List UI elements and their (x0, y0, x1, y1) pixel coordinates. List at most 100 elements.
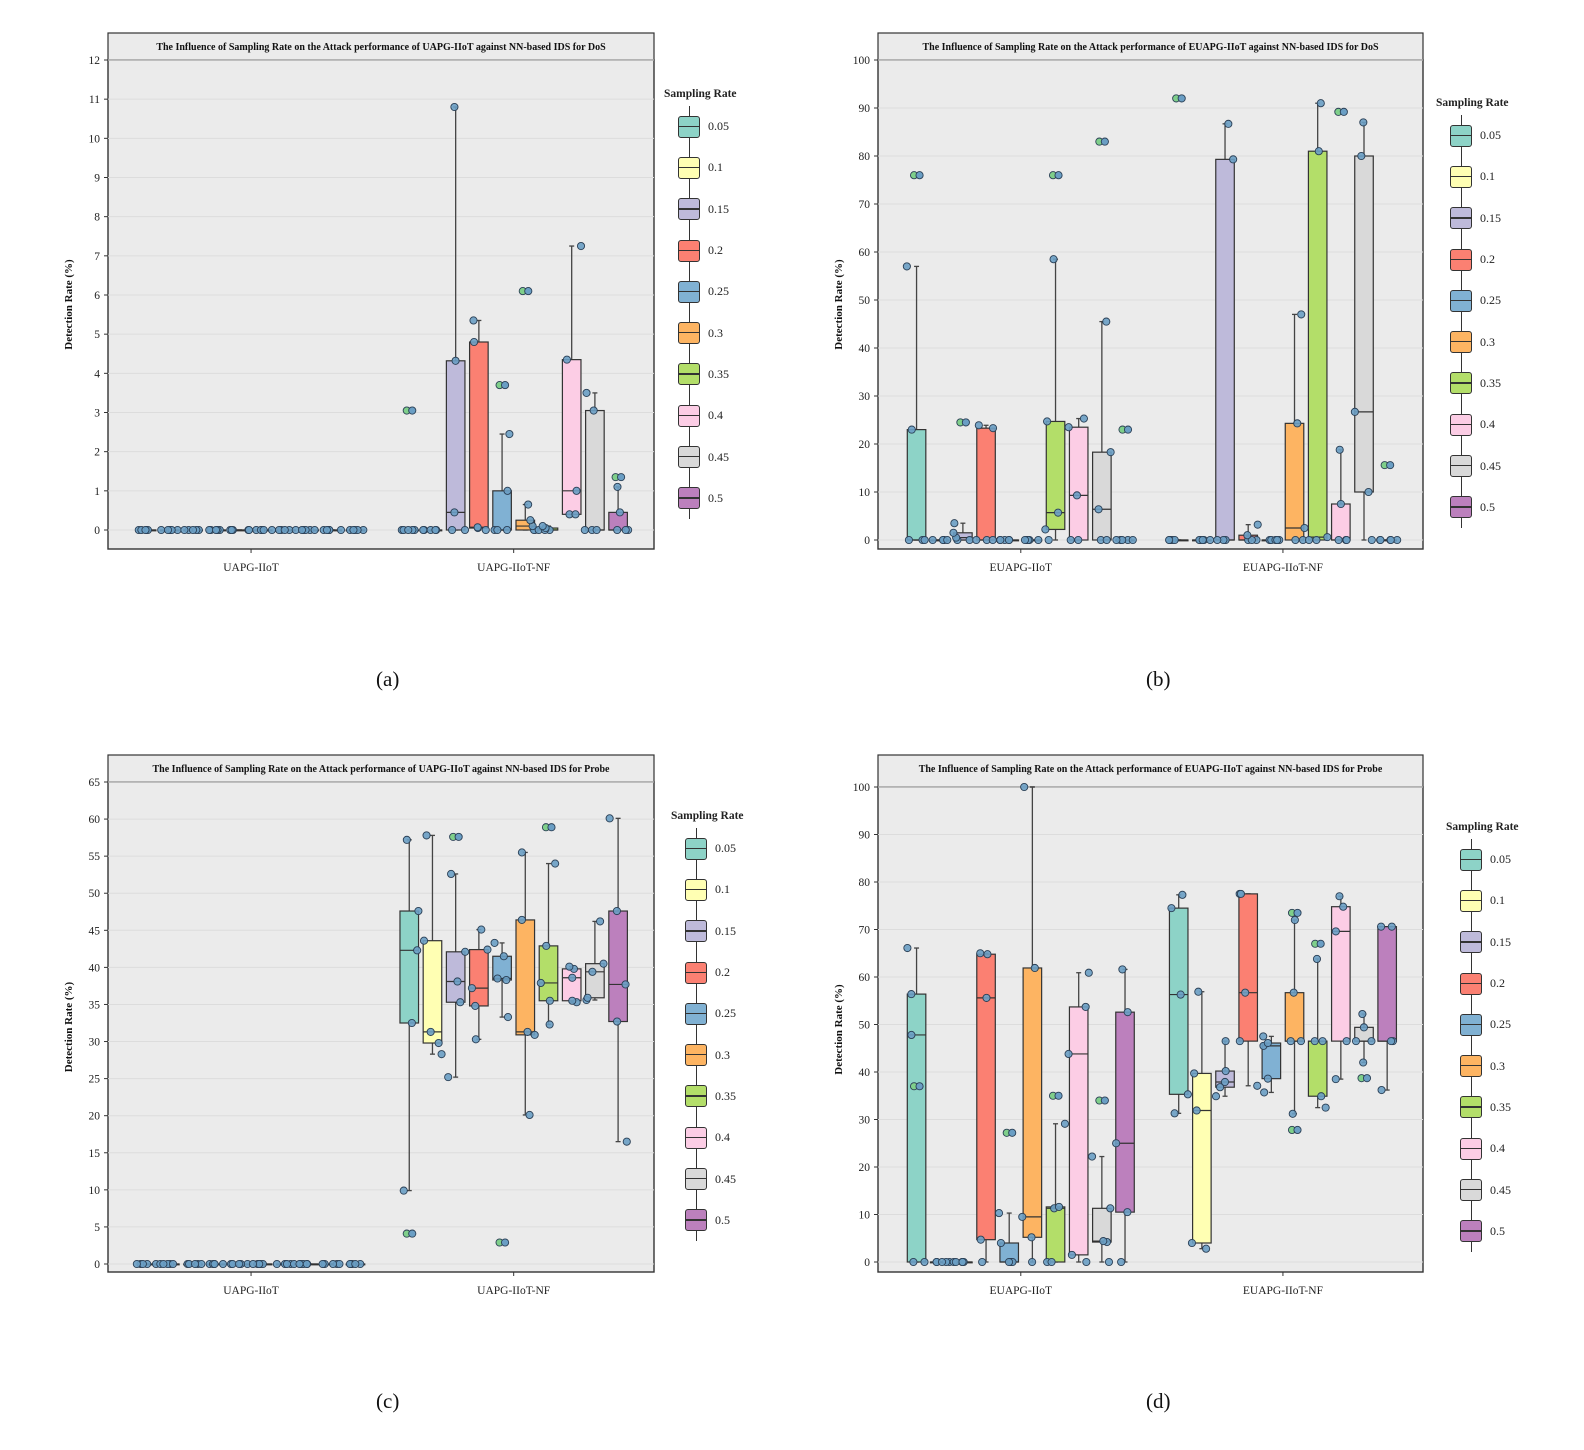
outlier-point (524, 287, 533, 296)
box (1168, 907, 1189, 1095)
data-point (1081, 1002, 1090, 1011)
y-axis-label: Detection Rate (%) (63, 981, 75, 1072)
legend-swatch (685, 1116, 707, 1159)
data-point (456, 998, 465, 1007)
data-point (413, 946, 422, 955)
data-point (613, 482, 622, 491)
legend-swatch (1460, 1169, 1482, 1212)
y-tick-label: 55 (89, 851, 101, 863)
data-point (159, 1259, 168, 1269)
legend-item: 0.4 (1446, 1127, 1519, 1170)
data-point (517, 915, 526, 924)
legend-title: Sampling Rate (664, 88, 737, 100)
data-point (1229, 155, 1238, 164)
data-point (351, 1259, 360, 1269)
data-point (1221, 1037, 1230, 1046)
plot-area (877, 59, 1424, 550)
legend-swatch (1450, 362, 1472, 405)
y-tick-label: 0 (94, 1259, 100, 1271)
data-point (1079, 414, 1088, 423)
data-point (188, 525, 198, 535)
data-point (470, 337, 479, 347)
data-point (576, 241, 586, 251)
data-point (1241, 988, 1250, 997)
legend-swatch (678, 353, 700, 396)
legend: Sampling Rate 0.05 0.1 0.15 0.2 0.25 0.3 0.35 0.… (664, 88, 737, 520)
data-point (1123, 1208, 1132, 1217)
legend-item: 0.1 (1436, 155, 1509, 198)
data-point (568, 996, 577, 1005)
x-tick-label: UAPG-IIoT-NF (477, 562, 550, 574)
data-point (218, 1259, 228, 1269)
caption-d: (d) (1146, 1389, 1171, 1413)
data-point (1044, 535, 1053, 545)
legend-swatch (1460, 1045, 1482, 1088)
data-point (536, 978, 545, 988)
data-point (460, 525, 470, 535)
y-tick-label: 40 (859, 343, 871, 355)
data-point (982, 993, 991, 1002)
box (1284, 992, 1305, 1042)
legend-label: 0.05 (1490, 852, 1511, 867)
legend-swatch (678, 394, 700, 437)
outlier-point (408, 1229, 417, 1238)
legend-item: 0.4 (664, 394, 737, 437)
data-point (1342, 535, 1351, 545)
legend-swatch (685, 827, 707, 870)
legend-item: 0.5 (1436, 486, 1509, 529)
caption-b: (b) (1146, 667, 1171, 691)
data-point (582, 388, 591, 397)
data-point (1236, 889, 1245, 898)
chart-title: The Influence of Sampling Rate on the At… (922, 42, 1378, 53)
caption-a: (a) (376, 667, 400, 691)
data-point (1082, 1257, 1091, 1267)
legend-label: 0.45 (715, 1171, 736, 1186)
chart-title: The Influence of Sampling Rate on the At… (919, 764, 1383, 775)
legend-item: 0.15 (1446, 921, 1519, 964)
data-point (322, 525, 331, 535)
data-point (568, 973, 577, 982)
data-point (572, 486, 581, 495)
data-point (1316, 99, 1325, 108)
legend-item: 0.45 (664, 436, 737, 479)
legend-swatch (1450, 279, 1472, 322)
data-point (1296, 1037, 1306, 1046)
legend-swatch (685, 1034, 707, 1077)
data-point (191, 1259, 200, 1269)
box (422, 940, 443, 1044)
legend-label: 0.15 (708, 201, 729, 216)
legend-item: 0.3 (664, 312, 737, 355)
y-tick-label: 70 (859, 199, 871, 211)
data-point (1351, 1037, 1361, 1046)
legend-item: 0.25 (1436, 279, 1509, 322)
legend-label: 0.35 (708, 366, 729, 381)
box (1377, 926, 1398, 1042)
data-point (976, 949, 985, 958)
data-point (1235, 1037, 1244, 1046)
outlier-point (547, 823, 556, 832)
data-point (958, 1257, 967, 1267)
data-point (447, 869, 456, 879)
legend-label: 0.5 (715, 1212, 730, 1227)
x-tick-label: UAPG-IIoT-NF (477, 1285, 550, 1297)
legend-label: 0.1 (1490, 893, 1505, 908)
data-point (1194, 987, 1203, 996)
legend-swatch (1450, 155, 1472, 198)
outlier-point (1100, 137, 1109, 146)
data-point (530, 1030, 539, 1039)
data-point (1047, 1257, 1056, 1267)
data-point (1118, 965, 1127, 974)
data-point (272, 1259, 281, 1269)
y-tick-label: 35 (89, 999, 101, 1011)
data-point (1253, 1081, 1262, 1090)
legend-item: 0.5 (671, 1199, 744, 1242)
data-point (1331, 927, 1340, 936)
x-tick-label: EUAPG-IIoT-NF (1243, 1285, 1323, 1297)
legend-swatch (678, 188, 700, 231)
legend-label: 0.5 (1480, 499, 1495, 514)
legend-label: 0.45 (1490, 1182, 1511, 1197)
data-point (1064, 423, 1073, 432)
legend-label: 0.3 (715, 1047, 730, 1062)
y-tick-label: 20 (859, 439, 871, 451)
